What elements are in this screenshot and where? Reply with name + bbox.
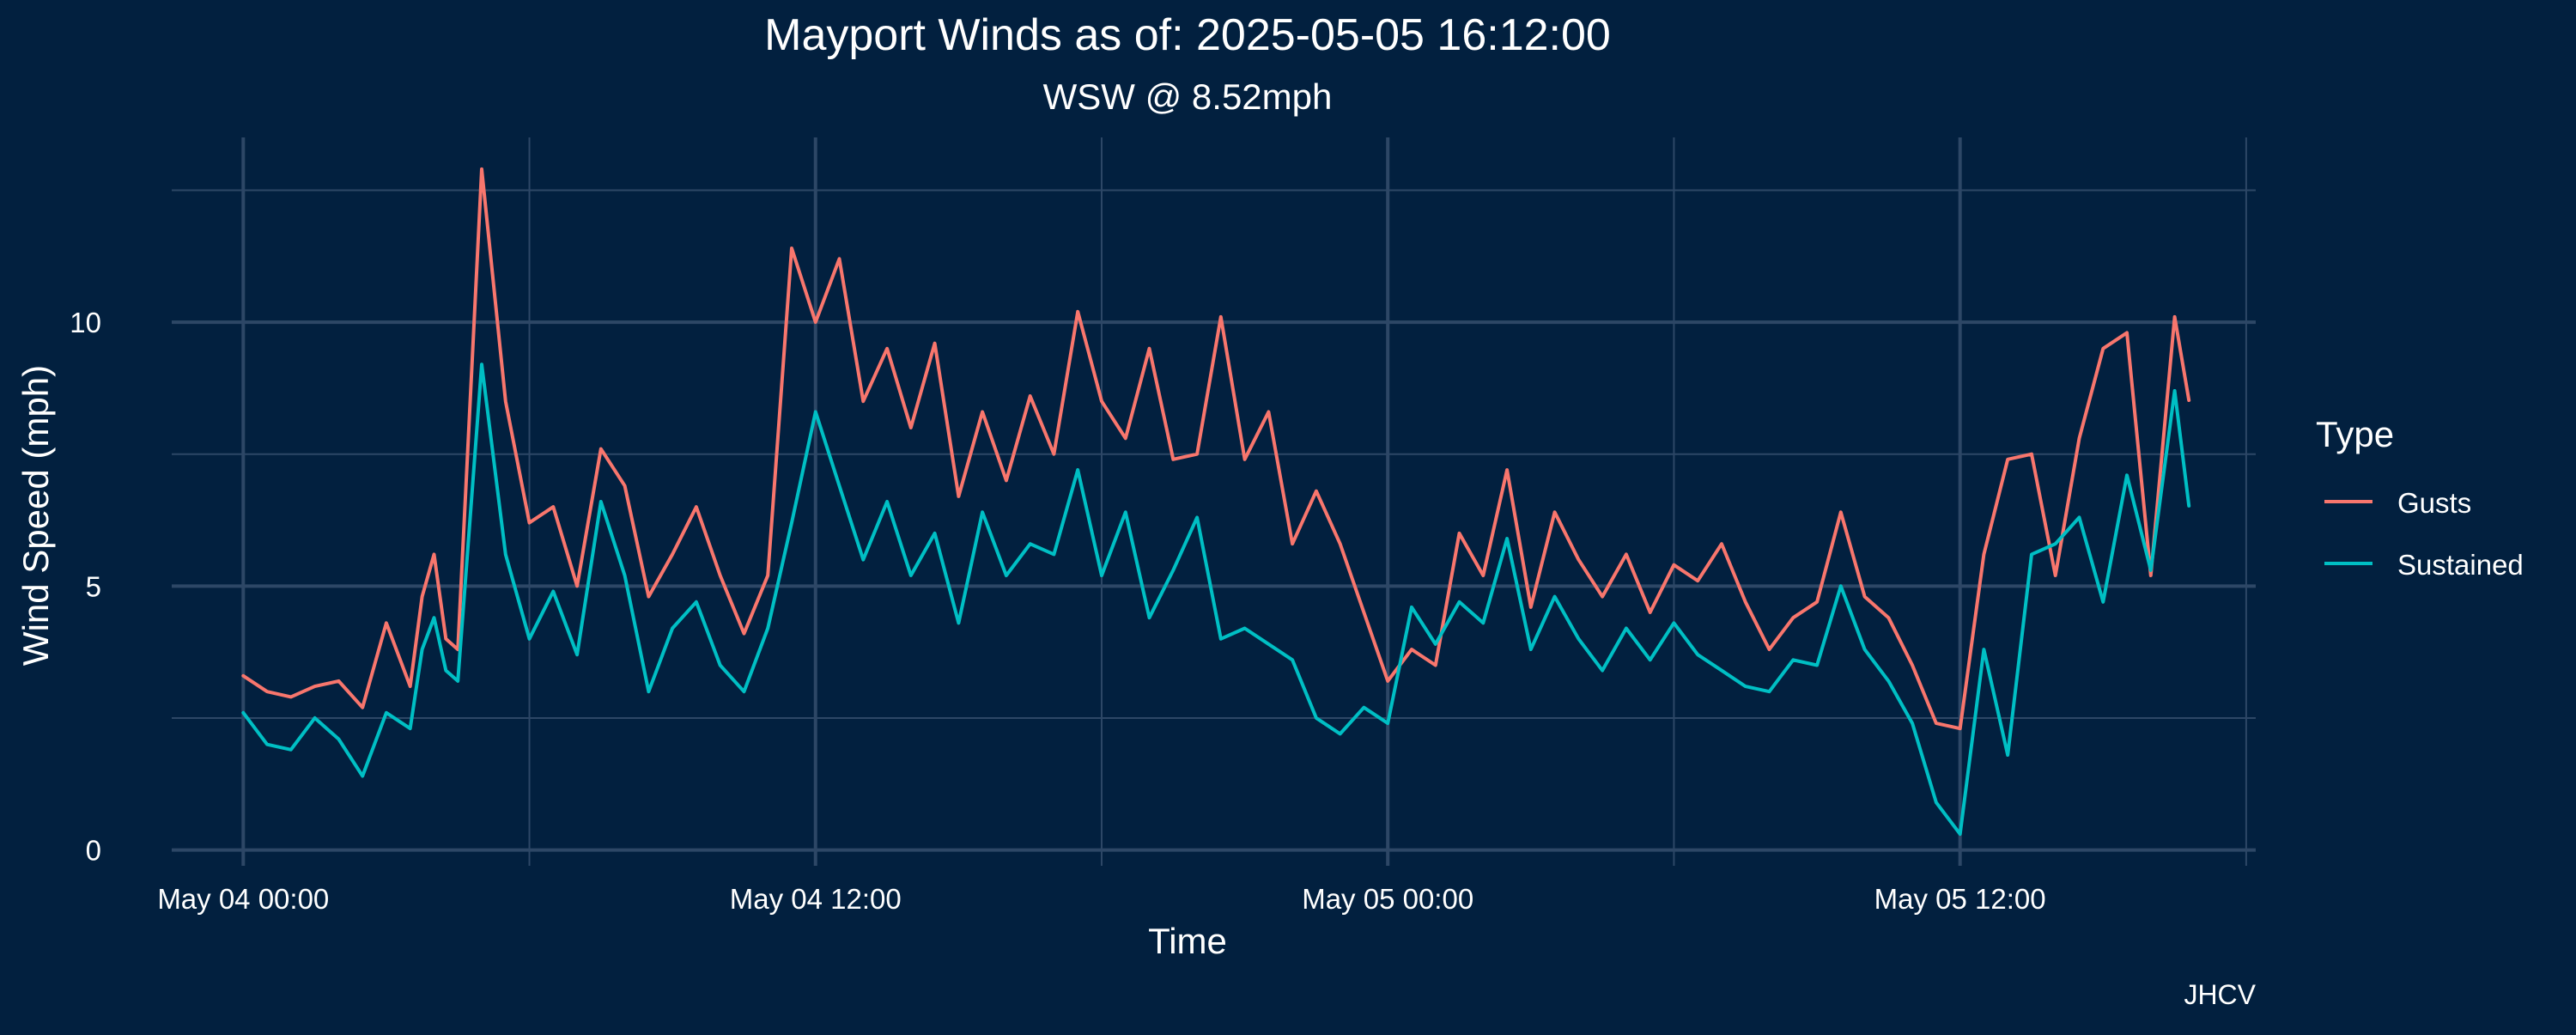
y-tick-label: 5 [86, 570, 101, 602]
x-tick-label: May 04 00:00 [157, 883, 329, 915]
x-tick-label: May 04 12:00 [730, 883, 902, 915]
y-tick-label: 10 [70, 307, 101, 338]
legend: Type Gusts Sustained [2316, 414, 2524, 581]
series-line-sustained [241, 362, 2191, 837]
x-tick-label: May 05 00:00 [1302, 883, 1473, 915]
series-line-gusts [241, 167, 2191, 731]
x-axis-label: Time [1148, 921, 1227, 961]
chart-caption: JHCV [2184, 979, 2256, 1010]
chart-subtitle: WSW @ 8.52mph [1043, 76, 1333, 117]
legend-label-gusts: Gusts [2397, 487, 2471, 519]
legend-title: Type [2316, 414, 2394, 454]
grid: 0 5 10 May 04 00:00 May 04 12:00 May 05 00:00… [70, 137, 2256, 915]
y-tick-label: 0 [86, 835, 101, 867]
legend-label-sustained: Sustained [2397, 549, 2524, 581]
series-lines [241, 167, 2191, 837]
y-axis-label: Wind Speed (mph) [15, 365, 56, 666]
chart-title: Mayport Winds as of: 2025-05-05 16:12:00 [764, 10, 1611, 60]
x-tick-label: May 05 12:00 [1874, 883, 2046, 915]
